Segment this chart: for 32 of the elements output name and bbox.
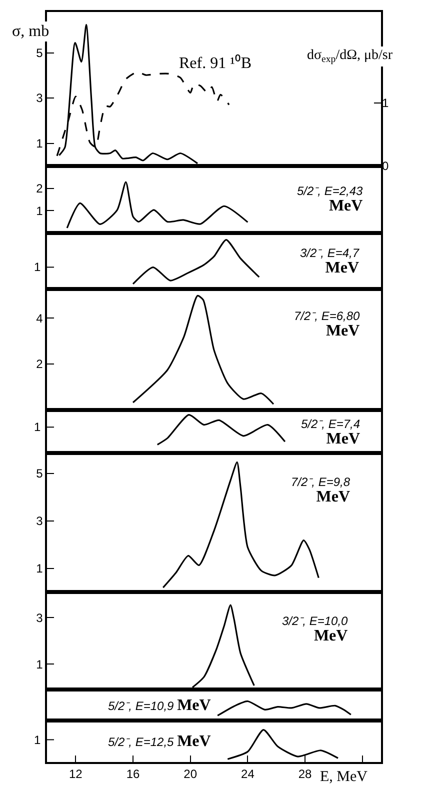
annotation: 3/2⁻, E=10,0 MeV [282, 614, 348, 645]
annotation: 5/2⁻, E=2,43 MeV [297, 184, 364, 215]
y-tick-label: 3 [36, 514, 44, 528]
y-axis-title: σ, mb [12, 23, 50, 40]
y-tick-label: 3 [36, 91, 44, 106]
y-tick-label: 2 [36, 181, 44, 196]
annotation: 5/2⁻, E=10,9 MeV [108, 697, 212, 714]
annotation: 7/2⁻, E=9,8 MeV [291, 475, 350, 506]
y-tick-label: 1 [36, 657, 44, 672]
line-series [66, 181, 248, 229]
annotation: 7/2⁻, E=6,80 MeV [294, 309, 360, 340]
y-tick-label: 1 [36, 562, 44, 576]
y2-axis-title: dσ$_{exp}$/dΩ, μb/sr [307, 48, 393, 65]
y-tick-label: 5 [36, 46, 44, 60]
annotation: 5/2⁻, E=12,5 MeV [108, 733, 212, 750]
x-tick-label: 28 [298, 767, 312, 782]
annotation: 3/2⁻, E=4,7 MeV [300, 246, 360, 277]
y-tick-label: 5 [36, 466, 44, 481]
x-tick-label: 24 [241, 767, 255, 782]
x-tick-label: 12 [68, 767, 83, 782]
y2-tick-label: 1 [382, 96, 389, 110]
y-tick-label: 1 [36, 136, 44, 150]
y-tick-label: 2 [36, 357, 44, 372]
annotation: Ref. 91 ¹⁰B [179, 54, 252, 72]
y-tick-label: 1 [36, 204, 44, 218]
y-tick-label: 4 [36, 311, 44, 326]
y-tick-label: 3 [36, 610, 44, 625]
annotation: 5/2⁻, E=7,4 MeV [301, 417, 360, 448]
x-tick-label: 20 [184, 767, 198, 782]
line-series [132, 294, 274, 405]
x-axis-title: E, MeV [320, 769, 368, 785]
x-tick-label: 16 [126, 767, 140, 782]
